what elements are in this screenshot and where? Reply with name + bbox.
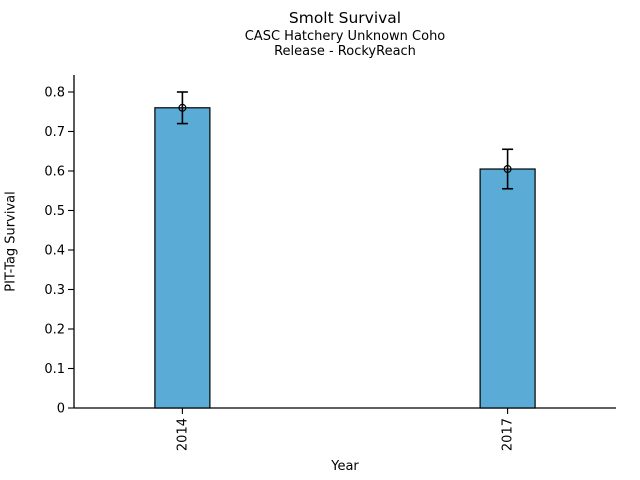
y-tick-label: 0.4 [44,244,65,259]
y-tick-label: 0.3 [44,283,65,298]
x-axis-label: Year [331,459,359,474]
y-tick-label: 0 [57,402,65,417]
y-tick-label: 0.8 [44,86,65,101]
data-point-marker [503,165,512,174]
y-tick-label: 0.6 [44,165,65,180]
y-axis-label: PIT-Tag Survival [3,191,19,292]
chart-subtitle-line1: CASC Hatchery Unknown Coho [244,29,446,44]
y-tick-label: 0.7 [44,125,65,140]
chart-title: Smolt Survival [288,9,402,27]
x-tick-label: 2014 [175,418,190,451]
bar-2017 [479,168,536,409]
x-tick-label: 2017 [501,418,516,451]
y-tick-label: 0.5 [44,204,65,219]
bar-2014 [154,107,211,409]
data-point-marker [178,103,187,112]
chart-subtitle-line2: Release - RockyReach [274,44,416,59]
y-tick-label: 0.2 [44,323,65,338]
y-tick-label: 0.1 [44,362,65,377]
